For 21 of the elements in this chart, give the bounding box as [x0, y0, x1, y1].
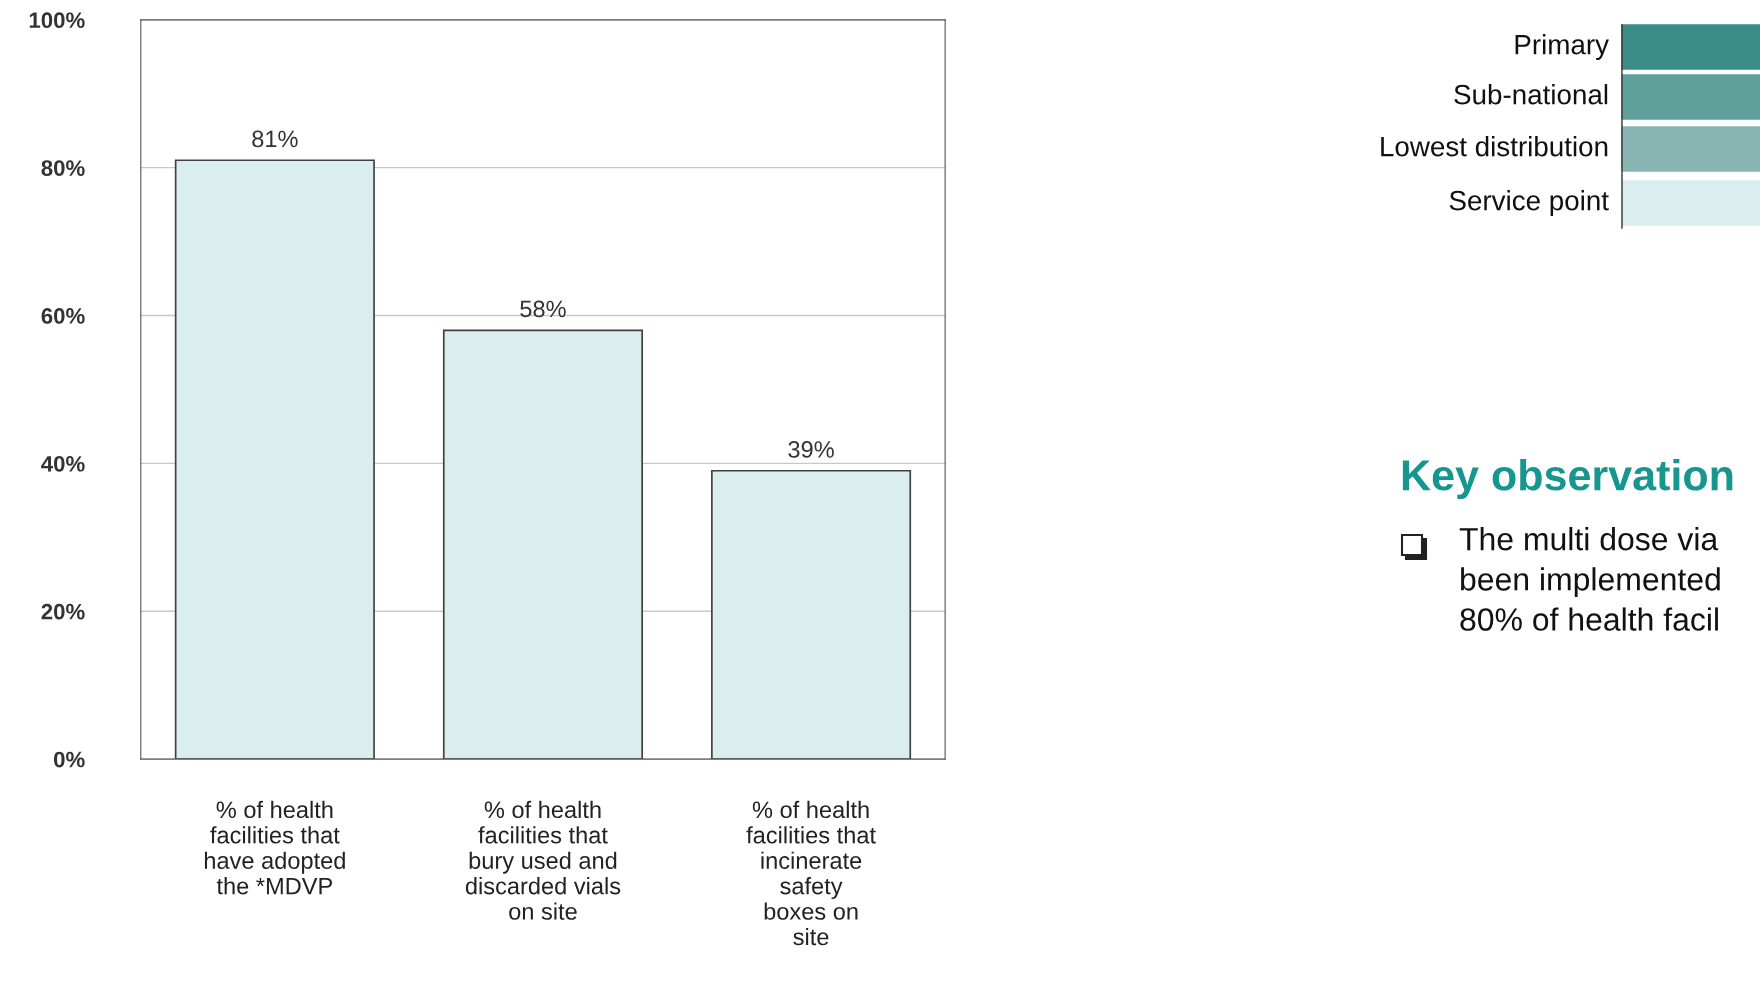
bar: [174, 159, 375, 760]
text: Key observation: [1402, 458, 1733, 500]
legend-label: Lowest distribution: [1381, 136, 1608, 157]
legend-label: Primary: [1515, 34, 1609, 60]
y-tick-label: 40%: [41, 455, 85, 472]
legend-label: Service point: [1449, 190, 1609, 216]
x-tick-label: % of health facilities that have adopted the *MDVP: [204, 800, 345, 895]
data-label: 39%: [788, 441, 834, 458]
legend-label: Sub-national: [1454, 84, 1608, 105]
y-tick-label: 60%: [41, 308, 85, 324]
text: The multi dose via been implemented 80% of health facil: [1459, 527, 1720, 631]
y-tick-label: 80%: [41, 160, 85, 176]
y-tick-label: 20%: [41, 603, 85, 620]
data-label: 58%: [520, 300, 566, 318]
bar: [442, 329, 643, 760]
y-tick-label: 0%: [54, 751, 85, 768]
y-tick-label: 100%: [29, 12, 85, 29]
x-tick-label: % of health facilities that incinerate safety boxes on site: [746, 800, 876, 946]
data-label: 81%: [252, 130, 298, 148]
x-tick-label: % of health facilities that bury used and discarded vials on site: [465, 800, 621, 920]
bar: [711, 469, 912, 760]
